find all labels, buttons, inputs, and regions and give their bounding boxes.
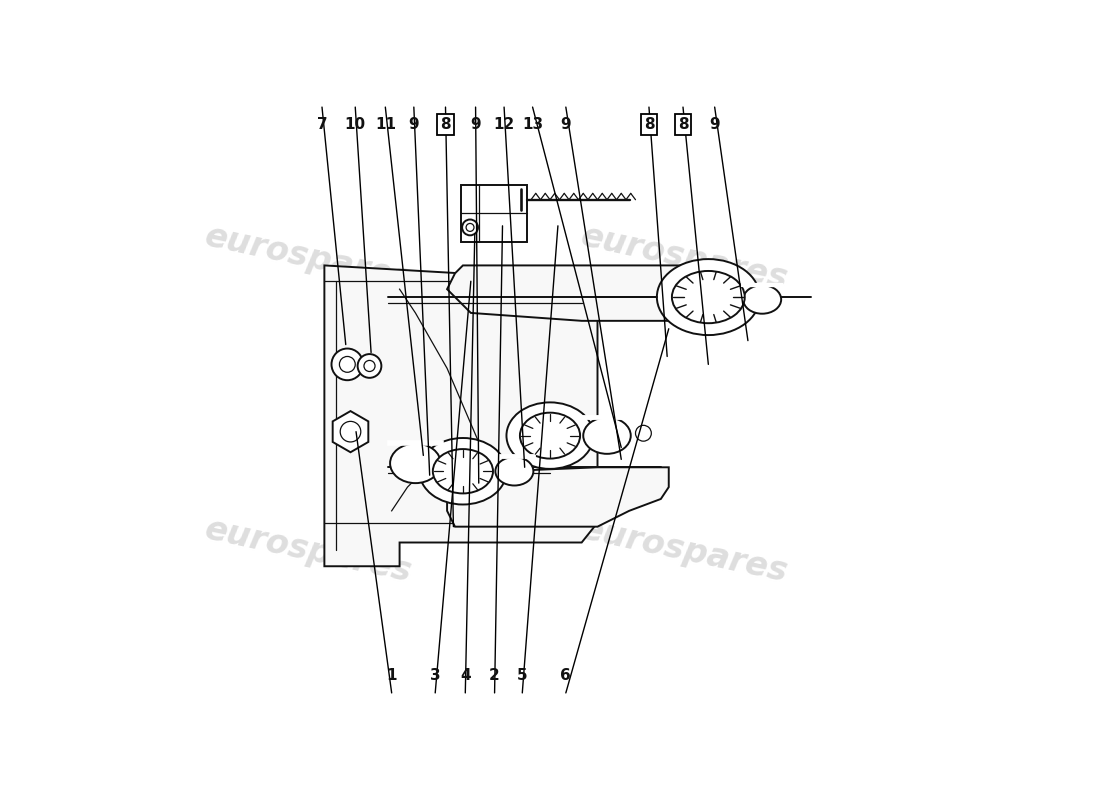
Text: 9: 9 xyxy=(471,117,481,132)
Ellipse shape xyxy=(636,426,651,441)
Text: eurospares: eurospares xyxy=(578,219,791,295)
Text: 11: 11 xyxy=(375,117,396,132)
Text: 7: 7 xyxy=(317,117,328,132)
Text: 1: 1 xyxy=(386,668,397,683)
Ellipse shape xyxy=(495,457,534,486)
Text: 9: 9 xyxy=(710,117,720,132)
Ellipse shape xyxy=(657,259,760,335)
Ellipse shape xyxy=(583,418,630,454)
Text: eurospares: eurospares xyxy=(202,219,415,295)
Text: 2: 2 xyxy=(490,668,500,683)
Ellipse shape xyxy=(506,402,594,469)
Text: 9: 9 xyxy=(561,117,571,132)
Text: 9: 9 xyxy=(408,117,419,132)
Ellipse shape xyxy=(390,443,441,483)
Ellipse shape xyxy=(462,219,478,235)
Text: 6: 6 xyxy=(561,668,571,683)
Polygon shape xyxy=(447,467,669,526)
Text: 12: 12 xyxy=(494,117,515,132)
Text: 3: 3 xyxy=(430,668,440,683)
Text: 10: 10 xyxy=(344,117,366,132)
Ellipse shape xyxy=(419,438,506,505)
Text: eurospares: eurospares xyxy=(578,512,791,589)
Ellipse shape xyxy=(331,349,363,380)
Text: 5: 5 xyxy=(517,668,528,683)
Polygon shape xyxy=(447,266,716,321)
Text: 8: 8 xyxy=(440,117,451,132)
Ellipse shape xyxy=(432,449,493,494)
Polygon shape xyxy=(461,185,527,242)
Text: 8: 8 xyxy=(644,117,654,132)
Ellipse shape xyxy=(744,286,781,314)
Text: 13: 13 xyxy=(522,117,543,132)
Polygon shape xyxy=(332,411,368,452)
Text: 8: 8 xyxy=(678,117,689,132)
Ellipse shape xyxy=(672,271,745,323)
Text: 4: 4 xyxy=(460,668,471,683)
Ellipse shape xyxy=(520,413,580,458)
Polygon shape xyxy=(324,266,597,566)
Text: eurospares: eurospares xyxy=(202,512,415,589)
Ellipse shape xyxy=(358,354,382,378)
